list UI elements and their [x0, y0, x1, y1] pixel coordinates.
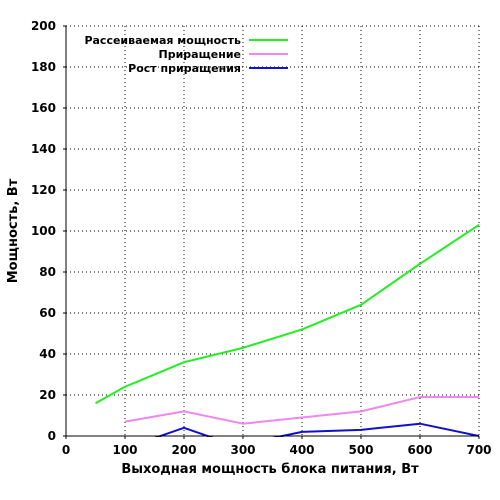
- series-lines: [95, 224, 479, 437]
- y-tick-label: 180: [31, 60, 56, 74]
- y-tick-label: 160: [31, 101, 56, 115]
- x-tick-label: 700: [466, 443, 491, 457]
- y-tick-label: 200: [31, 19, 56, 33]
- x-tick-label: 400: [289, 443, 314, 457]
- series-line-2: [124, 396, 479, 425]
- grid: [63, 25, 480, 439]
- y-axis-title: Мощность, Вт: [6, 178, 21, 283]
- x-tick-label: 100: [112, 443, 137, 457]
- x-tick-label: 600: [407, 443, 432, 457]
- legend-label-2: Приращение: [159, 48, 241, 61]
- series-line-3: [154, 422, 479, 437]
- y-tick-label: 140: [31, 142, 56, 156]
- y-tick-label: 60: [39, 306, 56, 320]
- y-tick-label: 20: [39, 388, 56, 402]
- y-tick-label: 40: [39, 347, 56, 361]
- x-tick-label: 0: [62, 443, 70, 457]
- legend-label-1: Рассеиваемая мощность: [84, 34, 241, 47]
- x-tick-label: 200: [171, 443, 196, 457]
- y-tick-label: 120: [31, 183, 56, 197]
- axes: [65, 26, 479, 437]
- x-axis-title: Выходная мощность блока питания, Вт: [121, 462, 419, 477]
- y-tick-label: 0: [48, 429, 56, 443]
- y-tick-label: 100: [31, 224, 56, 238]
- x-tick-label: 500: [348, 443, 373, 457]
- x-tick-label: 300: [230, 443, 255, 457]
- y-tick-labels: 0 20 40 60 80 100 120 140 160 180 200: [31, 19, 56, 443]
- y-tick-label: 80: [39, 265, 56, 279]
- x-tick-labels: 0 100 200 300 400 500 600 700: [62, 443, 492, 457]
- legend-label-3: Рост приращения: [128, 62, 241, 75]
- series-line-1: [95, 224, 479, 405]
